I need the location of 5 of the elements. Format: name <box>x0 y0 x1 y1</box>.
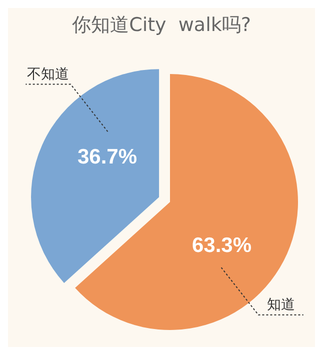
data-label: 36.7% <box>77 145 138 168</box>
chart-title: 你知道City walk吗? <box>71 13 252 38</box>
data-label: 63.3% <box>192 234 252 257</box>
slice-label: 不知道 <box>27 66 70 82</box>
slice-label: 知道 <box>266 296 295 313</box>
